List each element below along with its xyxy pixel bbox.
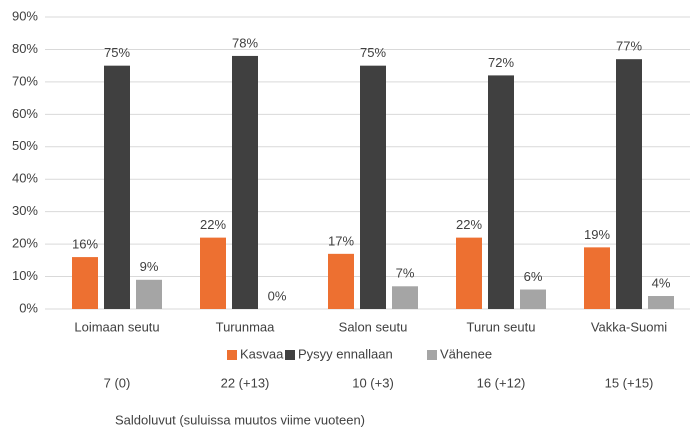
bar [648, 296, 674, 309]
legend-swatch [285, 350, 295, 360]
saldo-label: 22 (+13) [221, 375, 270, 390]
data-label: 6% [524, 269, 543, 284]
saldo-label: 7 (0) [104, 375, 131, 390]
bar [232, 55, 258, 309]
data-label: 9% [140, 259, 159, 274]
x-tick-label: Vakka-Suomi [591, 319, 667, 334]
y-tick-label: 70% [12, 73, 38, 88]
y-tick-label: 80% [12, 41, 38, 56]
bar [616, 59, 642, 309]
data-label: 77% [616, 39, 642, 54]
legend-label: Vähenee [440, 346, 492, 361]
legend-swatch [427, 350, 437, 360]
y-tick-label: 0% [19, 300, 38, 315]
data-label: 75% [104, 45, 130, 60]
bar [72, 257, 98, 309]
saldo-label: 15 (+15) [605, 375, 654, 390]
bar [584, 247, 610, 309]
bar [520, 289, 546, 309]
y-tick-label: 40% [12, 171, 38, 186]
data-label: 22% [456, 217, 482, 232]
y-tick-label: 90% [12, 8, 38, 23]
legend-swatch [227, 350, 237, 360]
bar [200, 237, 226, 309]
data-label: 19% [584, 227, 610, 242]
x-tick-label: Loimaan seutu [74, 319, 159, 334]
y-tick-label: 50% [12, 138, 38, 153]
legend-label: Kasvaa [240, 346, 284, 361]
y-tick-label: 60% [12, 106, 38, 121]
bar [328, 253, 354, 309]
data-label: 72% [488, 55, 514, 70]
x-tick-label: Salon seutu [339, 319, 408, 334]
data-label: 4% [652, 275, 671, 290]
data-label: 7% [396, 266, 415, 281]
saldo-label: 10 (+3) [352, 375, 394, 390]
data-label: 78% [232, 35, 258, 50]
bar [360, 65, 386, 310]
data-label: 16% [72, 237, 98, 252]
y-tick-label: 30% [12, 203, 38, 218]
data-label: 75% [360, 45, 386, 60]
y-tick-label: 20% [12, 236, 38, 251]
x-tick-label: Turun seutu [467, 319, 536, 334]
y-tick-label: 10% [12, 268, 38, 283]
data-label: 17% [328, 233, 354, 248]
bar [488, 75, 514, 310]
legend-label: Pysyy ennallaan [298, 346, 393, 361]
x-tick-label: Turunmaa [216, 319, 276, 334]
bar [104, 65, 130, 310]
bar [136, 279, 162, 309]
bar [456, 237, 482, 309]
data-label: 22% [200, 217, 226, 232]
data-label: 0% [268, 288, 287, 303]
saldo-label: 16 (+12) [477, 375, 526, 390]
bar [392, 286, 418, 309]
note: Saldoluvut (suluissa muutos viime vuotee… [115, 412, 365, 427]
